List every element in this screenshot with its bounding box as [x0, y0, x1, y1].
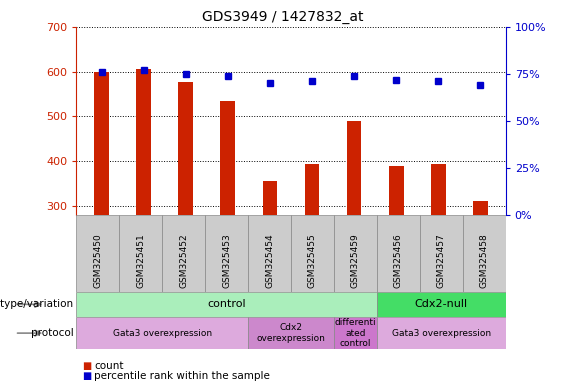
- Bar: [431, 164, 446, 341]
- Text: Cdx2-null: Cdx2-null: [415, 299, 468, 310]
- Text: GSM325454: GSM325454: [265, 233, 274, 288]
- Bar: [220, 101, 235, 341]
- Text: Gata3 overexpression: Gata3 overexpression: [392, 329, 491, 338]
- Text: GSM325452: GSM325452: [179, 233, 188, 288]
- Bar: [205, 215, 248, 292]
- Text: genotype/variation: genotype/variation: [0, 299, 73, 310]
- Bar: [334, 317, 377, 349]
- Bar: [377, 215, 420, 292]
- Bar: [136, 70, 151, 341]
- Text: GSM325458: GSM325458: [480, 233, 489, 288]
- Bar: [420, 215, 463, 292]
- Bar: [179, 81, 193, 341]
- Text: control: control: [207, 299, 246, 310]
- Bar: [334, 215, 377, 292]
- Text: differenti
ated
control: differenti ated control: [334, 318, 376, 348]
- Bar: [162, 215, 205, 292]
- Bar: [76, 292, 377, 317]
- Text: GSM325455: GSM325455: [308, 233, 317, 288]
- Text: GSM325457: GSM325457: [437, 233, 446, 288]
- Bar: [377, 317, 506, 349]
- Text: GSM325451: GSM325451: [136, 233, 145, 288]
- Bar: [347, 121, 362, 341]
- Text: count: count: [94, 361, 124, 371]
- Text: Cdx2
overexpression: Cdx2 overexpression: [257, 323, 325, 343]
- Text: GSM325453: GSM325453: [222, 233, 231, 288]
- Bar: [76, 317, 248, 349]
- Bar: [94, 72, 109, 341]
- Text: percentile rank within the sample: percentile rank within the sample: [94, 371, 270, 381]
- Bar: [248, 215, 291, 292]
- Text: GSM325456: GSM325456: [394, 233, 403, 288]
- Bar: [291, 215, 334, 292]
- Bar: [76, 215, 119, 292]
- Bar: [263, 182, 277, 341]
- Bar: [248, 317, 334, 349]
- Text: GDS3949 / 1427832_at: GDS3949 / 1427832_at: [202, 10, 363, 23]
- Bar: [305, 164, 319, 341]
- Text: protocol: protocol: [31, 328, 73, 338]
- Text: ■: ■: [82, 371, 91, 381]
- Bar: [377, 292, 506, 317]
- Bar: [473, 201, 488, 341]
- Text: GSM325450: GSM325450: [93, 233, 102, 288]
- Bar: [119, 215, 162, 292]
- Bar: [389, 166, 403, 341]
- Text: GSM325459: GSM325459: [351, 233, 360, 288]
- Bar: [463, 215, 506, 292]
- Text: ■: ■: [82, 361, 91, 371]
- Text: Gata3 overexpression: Gata3 overexpression: [112, 329, 212, 338]
